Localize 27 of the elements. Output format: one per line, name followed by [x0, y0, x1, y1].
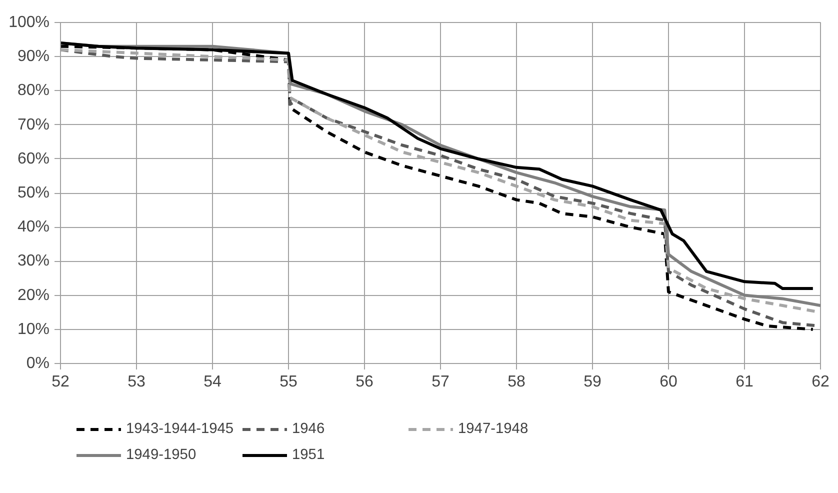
x-tick-label: 60 — [660, 374, 678, 390]
x-tick-label: 62 — [812, 374, 830, 390]
legend-label: 1943-1944-1945 — [126, 421, 235, 437]
legend-label: 1946 — [292, 421, 326, 437]
y-tick-label: 70% — [17, 116, 50, 134]
y-tick-label: 80% — [17, 82, 50, 100]
y-tick-label: 0% — [26, 355, 50, 372]
y-tick-label: 20% — [17, 286, 50, 304]
legend-label: 1951 — [292, 447, 326, 463]
x-tick-label: 56 — [356, 374, 374, 390]
legend-label: 1947-1948 — [458, 421, 530, 437]
x-tick-label: 59 — [584, 374, 602, 390]
y-tick-label: 40% — [17, 218, 50, 236]
y-tick-label: 10% — [17, 320, 50, 338]
x-tick-label: 55 — [280, 374, 298, 390]
x-tick-label: 54 — [204, 374, 222, 390]
x-tick-label: 61 — [736, 374, 754, 390]
legend-label: 1949-1950 — [126, 447, 198, 463]
y-tick-label: 30% — [17, 252, 50, 270]
x-tick-label: 52 — [52, 374, 70, 390]
y-tick-label: 90% — [17, 48, 50, 66]
x-tick-label: 58 — [508, 374, 526, 390]
y-tick-label: 60% — [17, 150, 50, 168]
x-tick-label: 53 — [128, 374, 146, 390]
y-tick-label: 50% — [17, 184, 50, 202]
y-tick-label: 100% — [8, 14, 50, 31]
x-tick-label: 57 — [432, 374, 450, 390]
